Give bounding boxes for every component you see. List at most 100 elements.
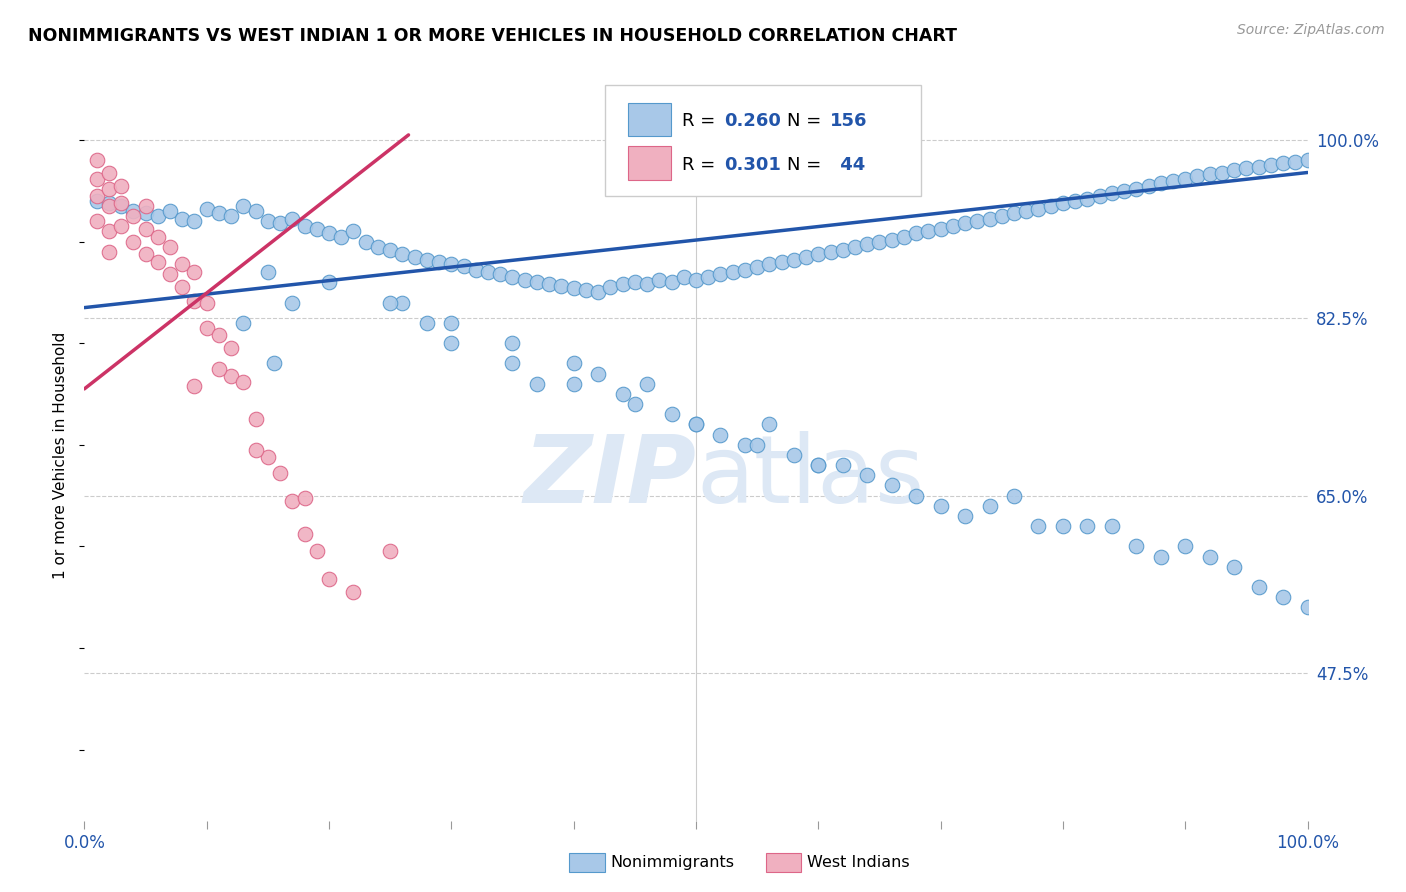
Point	[219, 341, 242, 355]
Point	[427, 255, 450, 269]
Point	[734, 263, 756, 277]
Point	[464, 263, 486, 277]
Point	[159, 204, 181, 219]
Point	[489, 267, 512, 281]
Point	[257, 214, 280, 228]
Text: 44: 44	[834, 156, 865, 174]
Point	[159, 240, 181, 254]
Point	[905, 227, 928, 241]
Point	[1211, 165, 1233, 179]
Point	[1028, 519, 1050, 533]
Point	[135, 222, 157, 236]
Point	[1247, 580, 1270, 594]
Text: West Indians: West Indians	[807, 855, 910, 870]
Point	[624, 397, 647, 411]
Point	[110, 199, 132, 213]
Point	[1101, 519, 1123, 533]
Point	[86, 171, 108, 186]
Point	[416, 252, 439, 267]
Point	[1064, 194, 1087, 208]
Point	[416, 316, 439, 330]
Point	[661, 407, 683, 421]
Point	[146, 209, 169, 223]
Point	[550, 279, 572, 293]
Point	[1015, 204, 1038, 219]
Point	[122, 204, 145, 219]
Point	[1150, 176, 1173, 190]
Point	[318, 275, 340, 289]
Point	[305, 544, 328, 558]
Point	[183, 265, 205, 279]
Point	[219, 368, 242, 383]
Point	[122, 209, 145, 223]
Point	[269, 216, 291, 230]
Point	[1223, 559, 1246, 574]
Point	[391, 295, 413, 310]
Point	[1101, 186, 1123, 200]
Point	[991, 209, 1014, 223]
Point	[747, 438, 769, 452]
Point	[1076, 519, 1098, 533]
Point	[942, 219, 965, 234]
Point	[856, 236, 879, 251]
Point	[1187, 169, 1209, 183]
Point	[1076, 192, 1098, 206]
Point	[721, 265, 744, 279]
Point	[208, 206, 231, 220]
Point	[979, 212, 1001, 227]
Point	[586, 285, 609, 300]
Point	[219, 209, 242, 223]
Point	[281, 493, 304, 508]
Point	[880, 233, 903, 247]
Text: 0.301: 0.301	[724, 156, 780, 174]
Point	[1198, 167, 1220, 181]
Point	[172, 257, 194, 271]
Point	[929, 499, 952, 513]
Point	[97, 165, 120, 179]
Point	[257, 450, 280, 464]
Point	[269, 466, 291, 480]
Point	[1223, 163, 1246, 178]
Point	[354, 235, 377, 249]
Point	[208, 328, 231, 343]
Point	[263, 356, 285, 371]
Point	[979, 499, 1001, 513]
Point	[831, 243, 853, 257]
Point	[183, 293, 205, 308]
Point	[1198, 549, 1220, 564]
Point	[648, 273, 671, 287]
Point	[685, 417, 707, 432]
Point	[440, 336, 463, 351]
Point	[1052, 196, 1074, 211]
Point	[440, 257, 463, 271]
Point	[807, 247, 830, 261]
Point	[513, 273, 536, 287]
Point	[453, 259, 475, 273]
Text: R =: R =	[682, 156, 721, 174]
Text: ZIP: ZIP	[523, 431, 696, 523]
Text: 156: 156	[830, 112, 868, 130]
Point	[794, 250, 817, 264]
Point	[758, 257, 780, 271]
Point	[342, 224, 364, 238]
Point	[636, 277, 658, 292]
Point	[135, 199, 157, 213]
Point	[575, 284, 598, 298]
Point	[1174, 539, 1197, 553]
Point	[232, 316, 254, 330]
Point	[440, 316, 463, 330]
Point	[97, 224, 120, 238]
Point	[807, 458, 830, 472]
Point	[367, 240, 389, 254]
Point	[1088, 189, 1111, 203]
Point	[318, 227, 340, 241]
Text: 0.260: 0.260	[724, 112, 780, 130]
Point	[624, 275, 647, 289]
Point	[831, 458, 853, 472]
Point	[758, 417, 780, 432]
Point	[1247, 161, 1270, 175]
Point	[257, 265, 280, 279]
Point	[612, 387, 634, 401]
Point	[917, 224, 939, 238]
Point	[562, 356, 585, 371]
